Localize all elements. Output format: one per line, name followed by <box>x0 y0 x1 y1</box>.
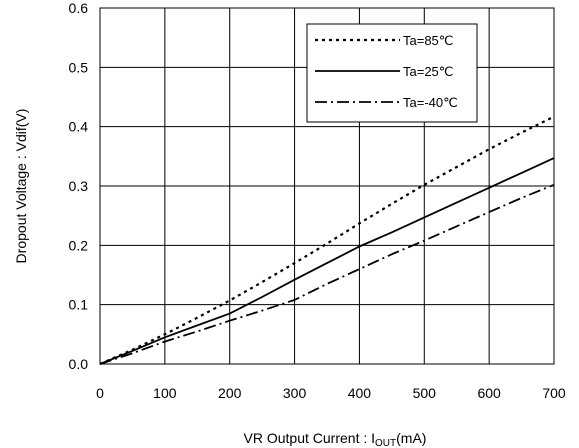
legend-label-1: Ta=85℃ <box>403 33 453 48</box>
x-tick-label: 300 <box>283 385 307 401</box>
x-tick-label: 400 <box>348 385 372 401</box>
series-layer <box>99 115 555 366</box>
y-tick-label: 0.6 <box>69 0 89 16</box>
legend: Ta=85℃ Ta=25℃ Ta=-40℃ <box>306 23 478 123</box>
series-line-2 <box>99 157 555 365</box>
y-tick-label: 0.2 <box>69 237 89 253</box>
x-tick-label: 600 <box>477 385 501 401</box>
y-axis-label: Dropout Voltage : Vdif(V) <box>13 109 29 264</box>
x-axis-label-subscript: OUT <box>375 438 396 448</box>
legend-label-2: Ta=25℃ <box>403 64 453 79</box>
x-tick-label: 0 <box>96 385 104 401</box>
x-axis-label-main: VR Output Current : I <box>244 430 376 446</box>
x-axis-label-suffix: (mA) <box>396 430 426 446</box>
tick-labels: 0 100 200 300 400 500 600 700 0.0 0.1 0.2 0.3 0.4 0.5… <box>69 0 566 401</box>
y-tick-label: 0.5 <box>69 59 89 75</box>
legend-label-3: Ta=-40℃ <box>403 95 458 110</box>
grid <box>100 8 554 364</box>
y-tick-label: 0.4 <box>69 119 89 135</box>
series-line-1 <box>99 115 555 366</box>
y-tick-label: 0.0 <box>69 356 89 372</box>
x-tick-label: 500 <box>413 385 437 401</box>
y-tick-label: 0.1 <box>69 297 89 313</box>
x-axis-label: VR Output Current : IOUT(mA) <box>244 430 427 448</box>
plot-area-frame <box>99 7 555 365</box>
y-tick-label: 0.3 <box>69 178 89 194</box>
x-tick-label: 100 <box>153 385 177 401</box>
x-tick-label: 200 <box>218 385 242 401</box>
x-tick-label: 700 <box>542 385 566 401</box>
series-line-3 <box>99 183 555 365</box>
